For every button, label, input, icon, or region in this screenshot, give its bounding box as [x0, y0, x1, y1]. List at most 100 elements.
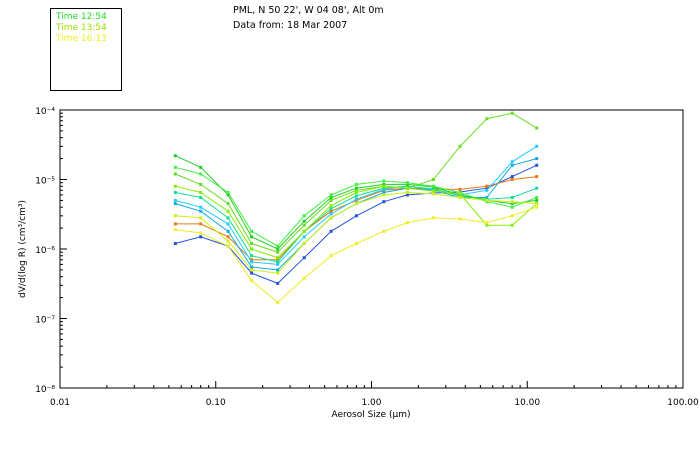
legend-box: Time 12:54 Time 13:54 Time 16:13 [50, 8, 122, 91]
data-point [250, 260, 254, 264]
data-point [329, 229, 333, 233]
data-point [173, 154, 177, 158]
series-group [173, 111, 539, 304]
data-point [173, 198, 177, 202]
data-point [432, 178, 435, 181]
data-point [354, 186, 358, 190]
x-tick-label: 100.00 [667, 398, 699, 408]
data-point [302, 214, 306, 218]
data-point [276, 244, 280, 248]
data-point [226, 244, 230, 248]
data-point [510, 111, 514, 115]
data-point [354, 188, 358, 192]
data-point [302, 223, 306, 227]
date-header: Data from: 18 Mar 2007 [233, 20, 348, 31]
data-point [226, 191, 230, 194]
data-point [226, 222, 230, 226]
data-point [173, 222, 177, 226]
y-tick-label: 10⁻⁵ [35, 177, 55, 187]
data-point [173, 242, 177, 245]
data-point [250, 242, 254, 245]
data-point [329, 216, 333, 220]
data-point [173, 202, 177, 206]
data-point [432, 189, 435, 193]
data-point [173, 172, 177, 176]
data-point [510, 214, 514, 218]
data-point [405, 221, 409, 225]
data-point [510, 178, 514, 181]
x-tick-label: 1.00 [361, 398, 381, 408]
data-point [199, 172, 203, 176]
data-point [302, 219, 306, 223]
data-point [250, 271, 254, 275]
data-point [535, 163, 539, 167]
data-point [535, 186, 539, 190]
data-point [382, 182, 386, 186]
data-point [276, 271, 280, 275]
data-point [510, 163, 514, 167]
data-point [173, 191, 177, 194]
data-point [510, 196, 514, 199]
data-point [485, 223, 489, 227]
data-point [510, 175, 514, 179]
data-point [432, 187, 435, 191]
data-point [302, 276, 306, 280]
y-axis-label: dV/d(log R) (cm³/cm³) [18, 200, 28, 298]
data-point [432, 184, 435, 188]
plot-frame [59, 109, 684, 389]
legend-entry-0: Time 12:54 [56, 12, 107, 22]
data-point [432, 192, 435, 196]
data-point [329, 207, 333, 211]
data-point [250, 247, 254, 251]
data-point [276, 247, 280, 251]
data-point [382, 193, 386, 197]
data-point [354, 202, 358, 206]
data-point [535, 144, 539, 148]
data-point [199, 182, 203, 186]
data-point [173, 184, 177, 188]
data-point [226, 229, 230, 233]
data-point [535, 205, 539, 209]
data-point [510, 205, 514, 209]
data-point [535, 196, 539, 199]
data-point [405, 191, 409, 194]
data-point [535, 157, 539, 161]
data-point [199, 216, 203, 220]
data-point [510, 223, 514, 227]
data-point [250, 265, 254, 269]
x-tick-label: 0.01 [50, 398, 70, 408]
y-tick-label: 10⁻⁴ [35, 107, 55, 117]
data-point [458, 144, 462, 148]
data-point [226, 209, 230, 213]
y-ticks: 10⁻⁸ 10⁻⁷ 10⁻⁶ 10⁻⁵ 10⁻⁴ [35, 107, 67, 395]
data-point [329, 196, 333, 199]
data-point [329, 212, 333, 216]
data-point [302, 256, 306, 260]
data-point [354, 191, 358, 194]
data-point [226, 235, 230, 239]
data-point [485, 198, 489, 202]
data-point [354, 214, 358, 218]
data-point [199, 205, 203, 209]
data-point [276, 260, 280, 264]
data-point [250, 229, 254, 233]
data-point [173, 165, 177, 169]
y-tick-label: 10⁻⁷ [35, 316, 55, 326]
data-point [354, 242, 358, 245]
data-point [276, 250, 280, 254]
series-line-10 [175, 206, 537, 304]
legend-entry-2: Time 16:13 [56, 34, 107, 44]
data-point [485, 221, 489, 225]
data-point [382, 184, 386, 188]
data-point [329, 204, 333, 208]
data-point [382, 229, 386, 233]
data-point [535, 175, 539, 179]
data-point [226, 216, 230, 220]
data-point [329, 254, 333, 258]
data-point [405, 182, 409, 186]
data-point [354, 197, 358, 201]
data-point [276, 301, 280, 304]
data-point [302, 229, 306, 233]
data-point [276, 256, 280, 260]
data-point [485, 184, 489, 188]
